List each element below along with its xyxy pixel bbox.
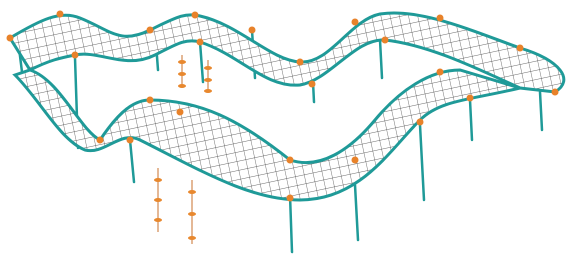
disc [178,72,186,76]
ball [437,15,444,22]
disc [154,178,162,182]
disc [154,218,162,222]
ball [287,195,294,202]
ball [147,27,154,34]
disc [204,89,212,93]
ball [147,97,154,104]
ball [352,157,359,164]
ball [57,11,64,18]
disc [204,78,212,82]
ball [382,37,389,44]
ball [7,35,14,42]
ball [352,19,359,26]
disc [204,66,212,70]
ball [552,89,559,96]
ball [467,95,474,102]
ball [97,137,104,144]
disc [188,212,196,216]
ball [197,39,204,46]
ball [177,109,184,116]
ball [309,81,316,88]
ball [249,27,256,34]
disc [188,190,196,194]
ball [127,137,134,144]
ball [192,12,199,19]
ball [517,45,524,52]
disc [178,84,186,88]
ball [72,52,79,59]
disc [188,236,196,240]
disc [178,60,186,64]
ball [437,69,444,76]
ball [297,59,304,66]
ball [287,157,294,164]
ball [417,119,424,126]
playground-net-image [0,0,578,260]
disc [154,198,162,202]
